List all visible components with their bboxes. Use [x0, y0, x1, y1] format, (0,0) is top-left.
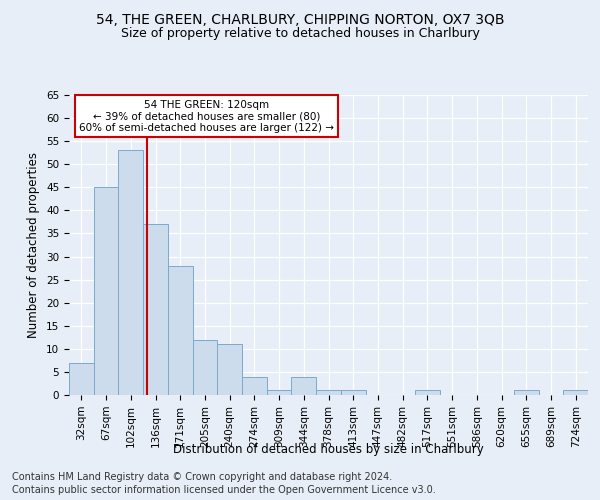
Text: Contains HM Land Registry data © Crown copyright and database right 2024.: Contains HM Land Registry data © Crown c… — [12, 472, 392, 482]
Bar — [94, 188, 118, 395]
Text: Contains public sector information licensed under the Open Government Licence v3: Contains public sector information licen… — [12, 485, 436, 495]
Bar — [217, 344, 242, 395]
Text: Size of property relative to detached houses in Charlbury: Size of property relative to detached ho… — [121, 28, 479, 40]
Text: Distribution of detached houses by size in Charlbury: Distribution of detached houses by size … — [173, 442, 484, 456]
Bar — [415, 390, 440, 395]
Bar — [563, 390, 588, 395]
Bar — [168, 266, 193, 395]
Bar — [292, 376, 316, 395]
Bar — [514, 390, 539, 395]
Bar — [69, 362, 94, 395]
Text: 54 THE GREEN: 120sqm
← 39% of detached houses are smaller (80)
60% of semi-detac: 54 THE GREEN: 120sqm ← 39% of detached h… — [79, 100, 334, 132]
Bar — [193, 340, 217, 395]
Bar — [341, 390, 365, 395]
Y-axis label: Number of detached properties: Number of detached properties — [28, 152, 40, 338]
Bar — [118, 150, 143, 395]
Bar — [242, 376, 267, 395]
Bar — [267, 390, 292, 395]
Bar — [143, 224, 168, 395]
Bar — [316, 390, 341, 395]
Text: 54, THE GREEN, CHARLBURY, CHIPPING NORTON, OX7 3QB: 54, THE GREEN, CHARLBURY, CHIPPING NORTO… — [96, 12, 504, 26]
